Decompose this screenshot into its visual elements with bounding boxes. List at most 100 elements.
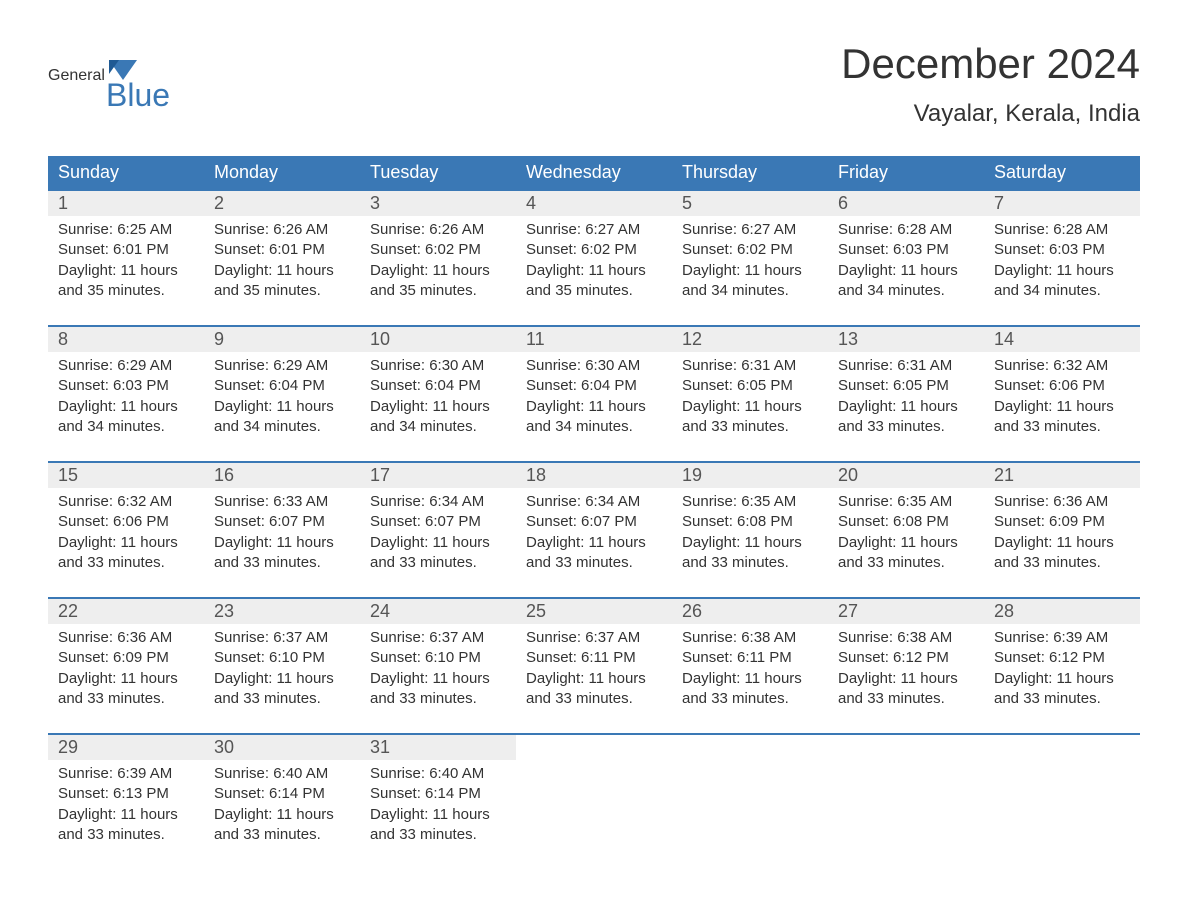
day-number-cell <box>828 734 984 760</box>
sunset-line: Sunset: 6:14 PM <box>370 784 506 804</box>
sunrise-line: Sunrise: 6:33 AM <box>214 492 350 512</box>
sunset-line: Sunset: 6:08 PM <box>838 512 974 532</box>
day-detail-cell: Sunrise: 6:28 AMSunset: 6:03 PMDaylight:… <box>984 216 1140 326</box>
day-detail-cell: Sunrise: 6:39 AMSunset: 6:13 PMDaylight:… <box>48 760 204 869</box>
sunrise-line: Sunrise: 6:40 AM <box>214 764 350 784</box>
day-number-cell: 10 <box>360 326 516 352</box>
sunset-line: Sunset: 6:02 PM <box>526 240 662 260</box>
daylight-line: Daylight: 11 hours and 33 minutes. <box>370 533 506 574</box>
sunset-line: Sunset: 6:07 PM <box>214 512 350 532</box>
sunset-line: Sunset: 6:13 PM <box>58 784 194 804</box>
day-detail-cell: Sunrise: 6:38 AMSunset: 6:11 PMDaylight:… <box>672 624 828 734</box>
day-detail-cell: Sunrise: 6:32 AMSunset: 6:06 PMDaylight:… <box>48 488 204 598</box>
daylight-line: Daylight: 11 hours and 35 minutes. <box>526 261 662 302</box>
sunset-line: Sunset: 6:06 PM <box>994 376 1130 396</box>
day-number-cell: 9 <box>204 326 360 352</box>
sunrise-line: Sunrise: 6:39 AM <box>994 628 1130 648</box>
week-detail-row: Sunrise: 6:25 AMSunset: 6:01 PMDaylight:… <box>48 216 1140 326</box>
week-number-row: 293031 <box>48 734 1140 760</box>
logo: General Blue <box>48 40 170 114</box>
sunrise-line: Sunrise: 6:34 AM <box>526 492 662 512</box>
sunset-line: Sunset: 6:10 PM <box>214 648 350 668</box>
sunset-line: Sunset: 6:06 PM <box>58 512 194 532</box>
day-detail-cell: Sunrise: 6:36 AMSunset: 6:09 PMDaylight:… <box>984 488 1140 598</box>
day-number-cell: 22 <box>48 598 204 624</box>
week-detail-row: Sunrise: 6:39 AMSunset: 6:13 PMDaylight:… <box>48 760 1140 869</box>
sunrise-line: Sunrise: 6:32 AM <box>994 356 1130 376</box>
weekday-header: Sunday <box>48 156 204 190</box>
logo-word-blue: Blue <box>106 77 170 114</box>
daylight-line: Daylight: 11 hours and 33 minutes. <box>838 397 974 438</box>
sunrise-line: Sunrise: 6:34 AM <box>370 492 506 512</box>
day-number-cell <box>984 734 1140 760</box>
sunrise-line: Sunrise: 6:26 AM <box>370 220 506 240</box>
day-number-cell: 18 <box>516 462 672 488</box>
daylight-line: Daylight: 11 hours and 33 minutes. <box>682 397 818 438</box>
day-number-cell: 20 <box>828 462 984 488</box>
day-number-cell: 12 <box>672 326 828 352</box>
daylight-line: Daylight: 11 hours and 33 minutes. <box>58 533 194 574</box>
sunset-line: Sunset: 6:09 PM <box>58 648 194 668</box>
day-detail-cell: Sunrise: 6:26 AMSunset: 6:01 PMDaylight:… <box>204 216 360 326</box>
daylight-line: Daylight: 11 hours and 34 minutes. <box>994 261 1130 302</box>
weekday-header: Thursday <box>672 156 828 190</box>
sunset-line: Sunset: 6:02 PM <box>682 240 818 260</box>
daylight-line: Daylight: 11 hours and 33 minutes. <box>994 397 1130 438</box>
weekday-header-row: SundayMondayTuesdayWednesdayThursdayFrid… <box>48 156 1140 190</box>
daylight-line: Daylight: 11 hours and 34 minutes. <box>838 261 974 302</box>
sunrise-line: Sunrise: 6:32 AM <box>58 492 194 512</box>
day-number-cell: 4 <box>516 190 672 216</box>
daylight-line: Daylight: 11 hours and 33 minutes. <box>370 805 506 846</box>
daylight-line: Daylight: 11 hours and 34 minutes. <box>526 397 662 438</box>
week-detail-row: Sunrise: 6:32 AMSunset: 6:06 PMDaylight:… <box>48 488 1140 598</box>
daylight-line: Daylight: 11 hours and 35 minutes. <box>370 261 506 302</box>
week-number-row: 15161718192021 <box>48 462 1140 488</box>
sunrise-line: Sunrise: 6:38 AM <box>682 628 818 648</box>
daylight-line: Daylight: 11 hours and 33 minutes. <box>58 805 194 846</box>
month-title: December 2024 <box>841 40 1140 88</box>
day-detail-cell: Sunrise: 6:37 AMSunset: 6:11 PMDaylight:… <box>516 624 672 734</box>
sunrise-line: Sunrise: 6:27 AM <box>682 220 818 240</box>
daylight-line: Daylight: 11 hours and 33 minutes. <box>214 669 350 710</box>
sunset-line: Sunset: 6:10 PM <box>370 648 506 668</box>
sunset-line: Sunset: 6:05 PM <box>682 376 818 396</box>
day-detail-cell: Sunrise: 6:33 AMSunset: 6:07 PMDaylight:… <box>204 488 360 598</box>
page-header: General Blue December 2024 Vayalar, Kera… <box>48 40 1140 128</box>
sunrise-line: Sunrise: 6:35 AM <box>838 492 974 512</box>
day-number-cell: 25 <box>516 598 672 624</box>
sunrise-line: Sunrise: 6:31 AM <box>682 356 818 376</box>
daylight-line: Daylight: 11 hours and 34 minutes. <box>682 261 818 302</box>
daylight-line: Daylight: 11 hours and 33 minutes. <box>838 533 974 574</box>
sunrise-line: Sunrise: 6:37 AM <box>214 628 350 648</box>
day-detail-cell: Sunrise: 6:27 AMSunset: 6:02 PMDaylight:… <box>672 216 828 326</box>
week-number-row: 891011121314 <box>48 326 1140 352</box>
week-detail-row: Sunrise: 6:29 AMSunset: 6:03 PMDaylight:… <box>48 352 1140 462</box>
sunrise-line: Sunrise: 6:36 AM <box>58 628 194 648</box>
day-detail-cell: Sunrise: 6:34 AMSunset: 6:07 PMDaylight:… <box>360 488 516 598</box>
daylight-line: Daylight: 11 hours and 35 minutes. <box>58 261 194 302</box>
day-number-cell: 14 <box>984 326 1140 352</box>
day-detail-cell: Sunrise: 6:35 AMSunset: 6:08 PMDaylight:… <box>828 488 984 598</box>
day-detail-cell: Sunrise: 6:30 AMSunset: 6:04 PMDaylight:… <box>360 352 516 462</box>
day-number-cell: 13 <box>828 326 984 352</box>
sunrise-line: Sunrise: 6:28 AM <box>838 220 974 240</box>
sunset-line: Sunset: 6:04 PM <box>526 376 662 396</box>
day-detail-cell <box>516 760 672 869</box>
day-number-cell: 7 <box>984 190 1140 216</box>
day-detail-cell: Sunrise: 6:37 AMSunset: 6:10 PMDaylight:… <box>360 624 516 734</box>
daylight-line: Daylight: 11 hours and 33 minutes. <box>994 669 1130 710</box>
sunrise-line: Sunrise: 6:26 AM <box>214 220 350 240</box>
sunset-line: Sunset: 6:05 PM <box>838 376 974 396</box>
day-number-cell: 8 <box>48 326 204 352</box>
logo-word-general: General <box>48 67 105 85</box>
sunrise-line: Sunrise: 6:35 AM <box>682 492 818 512</box>
sunset-line: Sunset: 6:04 PM <box>370 376 506 396</box>
day-number-cell: 30 <box>204 734 360 760</box>
sunrise-line: Sunrise: 6:25 AM <box>58 220 194 240</box>
day-detail-cell: Sunrise: 6:39 AMSunset: 6:12 PMDaylight:… <box>984 624 1140 734</box>
day-number-cell: 11 <box>516 326 672 352</box>
sunrise-line: Sunrise: 6:38 AM <box>838 628 974 648</box>
sunset-line: Sunset: 6:02 PM <box>370 240 506 260</box>
daylight-line: Daylight: 11 hours and 33 minutes. <box>214 805 350 846</box>
daylight-line: Daylight: 11 hours and 34 minutes. <box>370 397 506 438</box>
